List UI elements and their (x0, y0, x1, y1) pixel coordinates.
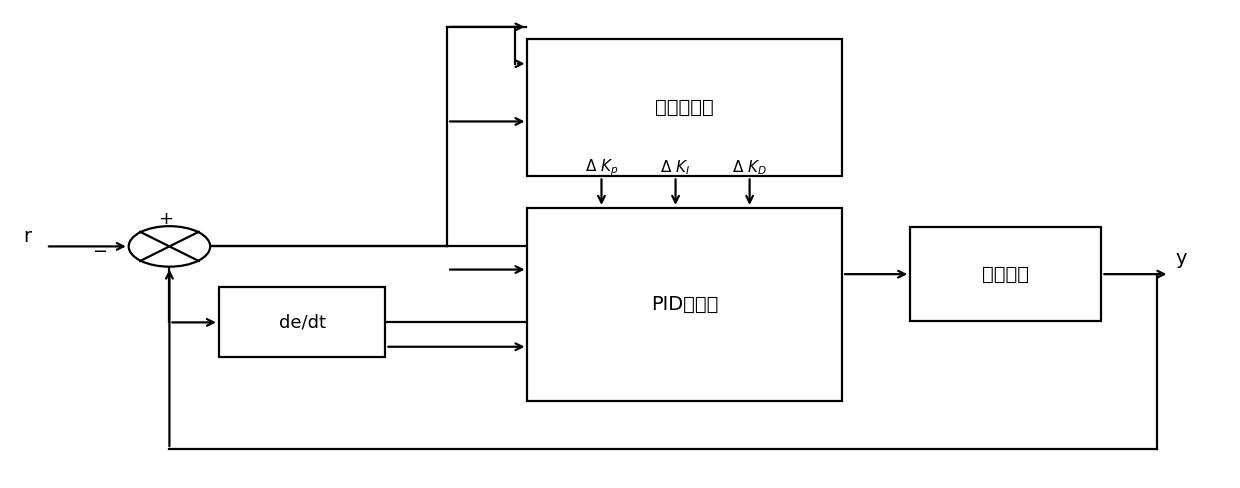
Text: PID控制器: PID控制器 (651, 295, 718, 314)
Text: r: r (24, 227, 31, 246)
Text: $\Delta$ $K_p$: $\Delta$ $K_p$ (585, 158, 619, 178)
Text: y: y (1176, 249, 1188, 268)
Text: +: + (157, 210, 172, 228)
Text: −: − (93, 244, 108, 262)
Bar (218, 287, 386, 357)
Text: $\Delta$ $K_I$: $\Delta$ $K_I$ (661, 159, 691, 177)
Bar (527, 208, 842, 401)
Bar (910, 227, 1101, 321)
Text: de/dt: de/dt (279, 313, 326, 331)
Text: 当前卷径: 当前卷径 (982, 264, 1029, 284)
Ellipse shape (129, 226, 210, 266)
Bar (527, 39, 842, 177)
Text: $\Delta$ $K_D$: $\Delta$ $K_D$ (732, 159, 768, 177)
Text: 模糊控制器: 模糊控制器 (656, 98, 714, 117)
